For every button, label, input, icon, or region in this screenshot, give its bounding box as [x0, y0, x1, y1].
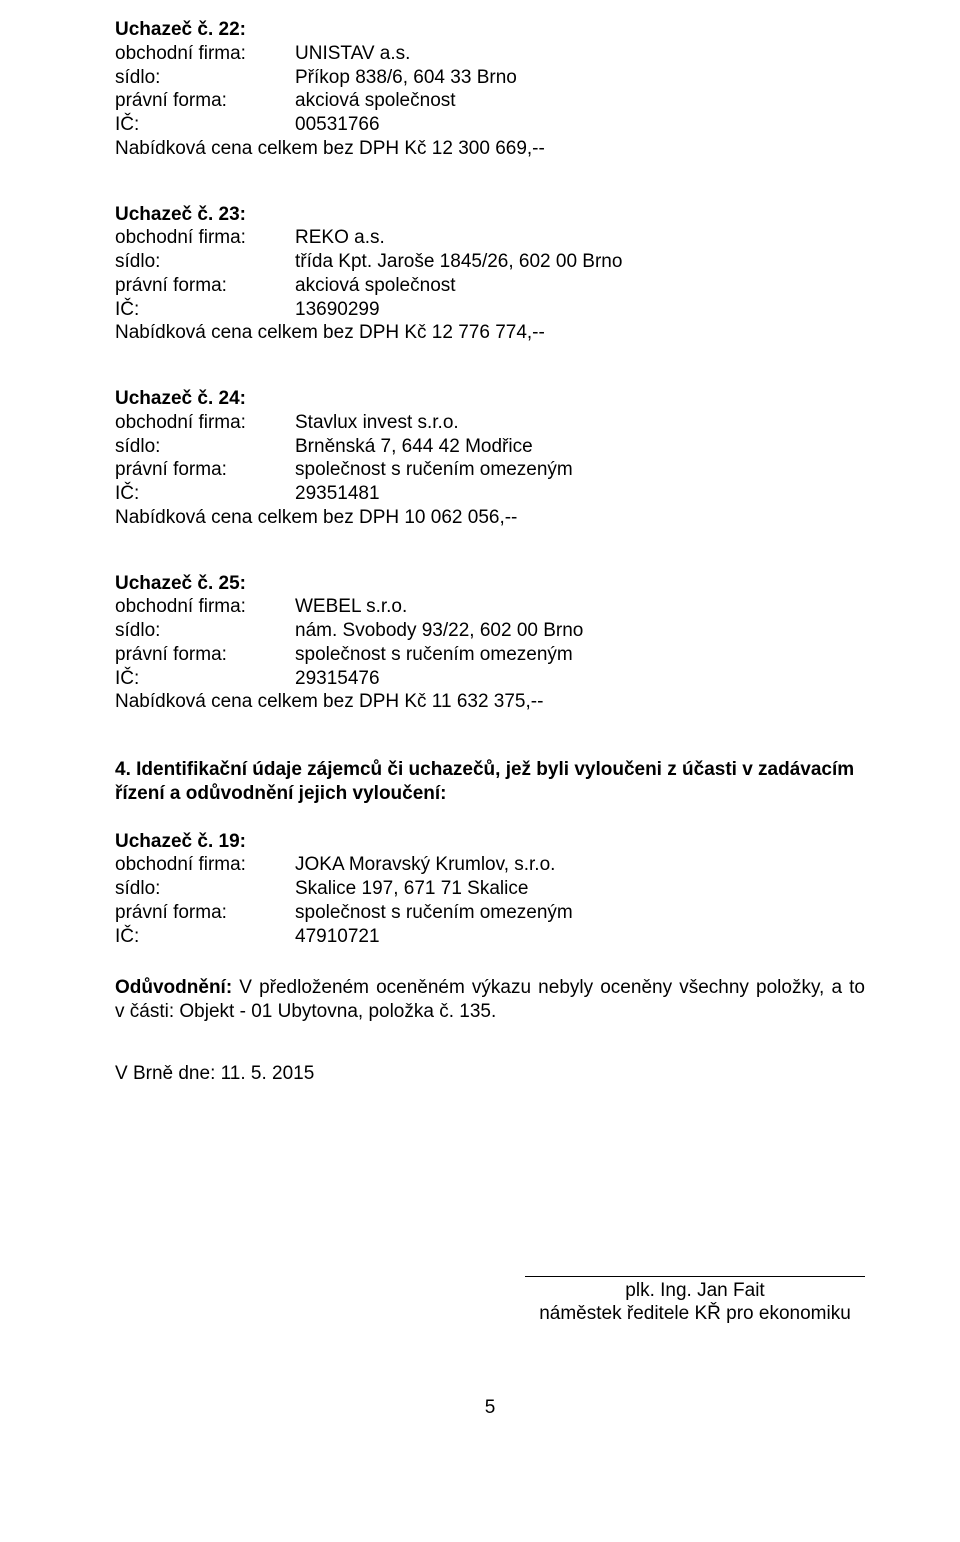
bidder-19-heading: Uchazeč č. 19:: [115, 830, 865, 854]
label-firma: obchodní firma:: [115, 226, 295, 250]
label-ic: IČ:: [115, 925, 295, 949]
value-ic: 13690299: [295, 298, 865, 322]
signature-name: plk. Ing. Jan Fait: [525, 1279, 865, 1303]
row-sidlo: sídlo: nám. Svobody 93/22, 602 00 Brno: [115, 619, 865, 643]
value-ic: 47910721: [295, 925, 865, 949]
bidder-23-heading: Uchazeč č. 23:: [115, 203, 865, 227]
label-firma: obchodní firma:: [115, 595, 295, 619]
bidder-22-heading: Uchazeč č. 22:: [115, 18, 865, 42]
value-sidlo: Skalice 197, 671 71 Skalice: [295, 877, 865, 901]
row-pf: právní forma: akciová společnost: [115, 89, 865, 113]
bidder-23-block: Uchazeč č. 23: obchodní firma: REKO a.s.…: [115, 203, 865, 346]
label-sidlo: sídlo:: [115, 877, 295, 901]
row-ic: IČ: 00531766: [115, 113, 865, 137]
bidder-25-heading: Uchazeč č. 25:: [115, 572, 865, 596]
label-firma: obchodní firma:: [115, 853, 295, 877]
label-sidlo: sídlo:: [115, 435, 295, 459]
row-pf: právní forma: společnost s ručením omeze…: [115, 643, 865, 667]
label-sidlo: sídlo:: [115, 66, 295, 90]
row-sidlo: sídlo: třída Kpt. Jaroše 1845/26, 602 00…: [115, 250, 865, 274]
label-ic: IČ:: [115, 667, 295, 691]
label-pf: právní forma:: [115, 901, 295, 925]
value-sidlo: třída Kpt. Jaroše 1845/26, 602 00 Brno: [295, 250, 865, 274]
value-ic: 00531766: [295, 113, 865, 137]
value-pf: společnost s ručením omezeným: [295, 458, 865, 482]
label-firma: obchodní firma:: [115, 42, 295, 66]
label-ic: IČ:: [115, 482, 295, 506]
row-pf: právní forma: akciová společnost: [115, 274, 865, 298]
value-pf: akciová společnost: [295, 274, 865, 298]
bid-price: Nabídková cena celkem bez DPH 10 062 056…: [115, 506, 865, 530]
justification-label: Odůvodnění:: [115, 977, 232, 998]
value-ic: 29315476: [295, 667, 865, 691]
justification-text-1: V předloženém oceněném výkazu nebyly oce…: [232, 977, 865, 998]
label-firma: obchodní firma:: [115, 411, 295, 435]
value-sidlo: Brněnská 7, 644 42 Modřice: [295, 435, 865, 459]
justification-line1: Odůvodnění: V předloženém oceněném výkaz…: [115, 976, 865, 1000]
value-sidlo: nám. Svobody 93/22, 602 00 Brno: [295, 619, 865, 643]
label-sidlo: sídlo:: [115, 250, 295, 274]
bidder-22-block: Uchazeč č. 22: obchodní firma: UNISTAV a…: [115, 18, 865, 161]
row-firma: obchodní firma: Stavlux invest s.r.o.: [115, 411, 865, 435]
value-firma: JOKA Moravský Krumlov, s.r.o.: [295, 853, 865, 877]
bid-price: Nabídková cena celkem bez DPH Kč 12 776 …: [115, 321, 865, 345]
signature-role: náměstek ředitele KŘ pro ekonomiku: [525, 1302, 865, 1326]
row-ic: IČ: 13690299: [115, 298, 865, 322]
value-pf: akciová společnost: [295, 89, 865, 113]
date-line: V Brně dne: 11. 5. 2015: [115, 1062, 865, 1086]
justification-block: Odůvodnění: V předloženém oceněném výkaz…: [115, 976, 865, 1024]
row-pf: právní forma: společnost s ručením omeze…: [115, 901, 865, 925]
row-firma: obchodní firma: UNISTAV a.s.: [115, 42, 865, 66]
row-ic: IČ: 29315476: [115, 667, 865, 691]
justification-line2: v části: Objekt - 01 Ubytovna, položka č…: [115, 1000, 865, 1024]
row-ic: IČ: 47910721: [115, 925, 865, 949]
label-pf: právní forma:: [115, 643, 295, 667]
value-pf: společnost s ručením omezeným: [295, 901, 865, 925]
value-firma: Stavlux invest s.r.o.: [295, 411, 865, 435]
bid-price: Nabídková cena celkem bez DPH Kč 12 300 …: [115, 137, 865, 161]
row-firma: obchodní firma: WEBEL s.r.o.: [115, 595, 865, 619]
row-sidlo: sídlo: Brněnská 7, 644 42 Modřice: [115, 435, 865, 459]
label-ic: IČ:: [115, 113, 295, 137]
page-number: 5: [115, 1396, 865, 1420]
row-firma: obchodní firma: REKO a.s.: [115, 226, 865, 250]
row-ic: IČ: 29351481: [115, 482, 865, 506]
label-ic: IČ:: [115, 298, 295, 322]
value-firma: UNISTAV a.s.: [295, 42, 865, 66]
label-pf: právní forma:: [115, 458, 295, 482]
value-ic: 29351481: [295, 482, 865, 506]
bidder-25-block: Uchazeč č. 25: obchodní firma: WEBEL s.r…: [115, 572, 865, 715]
bidder-19-block: Uchazeč č. 19: obchodní firma: JOKA Mora…: [115, 830, 865, 949]
signature-block: plk. Ing. Jan Fait náměstek ředitele KŘ …: [115, 1276, 865, 1327]
row-sidlo: sídlo: Příkop 838/6, 604 33 Brno: [115, 66, 865, 90]
row-firma: obchodní firma: JOKA Moravský Krumlov, s…: [115, 853, 865, 877]
value-sidlo: Příkop 838/6, 604 33 Brno: [295, 66, 865, 90]
section4-heading: 4. Identifikační údaje zájemců či uchaze…: [115, 758, 865, 806]
bid-price: Nabídková cena celkem bez DPH Kč 11 632 …: [115, 690, 865, 714]
signature-line: [525, 1276, 865, 1277]
label-sidlo: sídlo:: [115, 619, 295, 643]
bidder-24-heading: Uchazeč č. 24:: [115, 387, 865, 411]
label-pf: právní forma:: [115, 274, 295, 298]
row-sidlo: sídlo: Skalice 197, 671 71 Skalice: [115, 877, 865, 901]
label-pf: právní forma:: [115, 89, 295, 113]
bidder-24-block: Uchazeč č. 24: obchodní firma: Stavlux i…: [115, 387, 865, 530]
value-firma: REKO a.s.: [295, 226, 865, 250]
value-pf: společnost s ručením omezeným: [295, 643, 865, 667]
row-pf: právní forma: společnost s ručením omeze…: [115, 458, 865, 482]
value-firma: WEBEL s.r.o.: [295, 595, 865, 619]
